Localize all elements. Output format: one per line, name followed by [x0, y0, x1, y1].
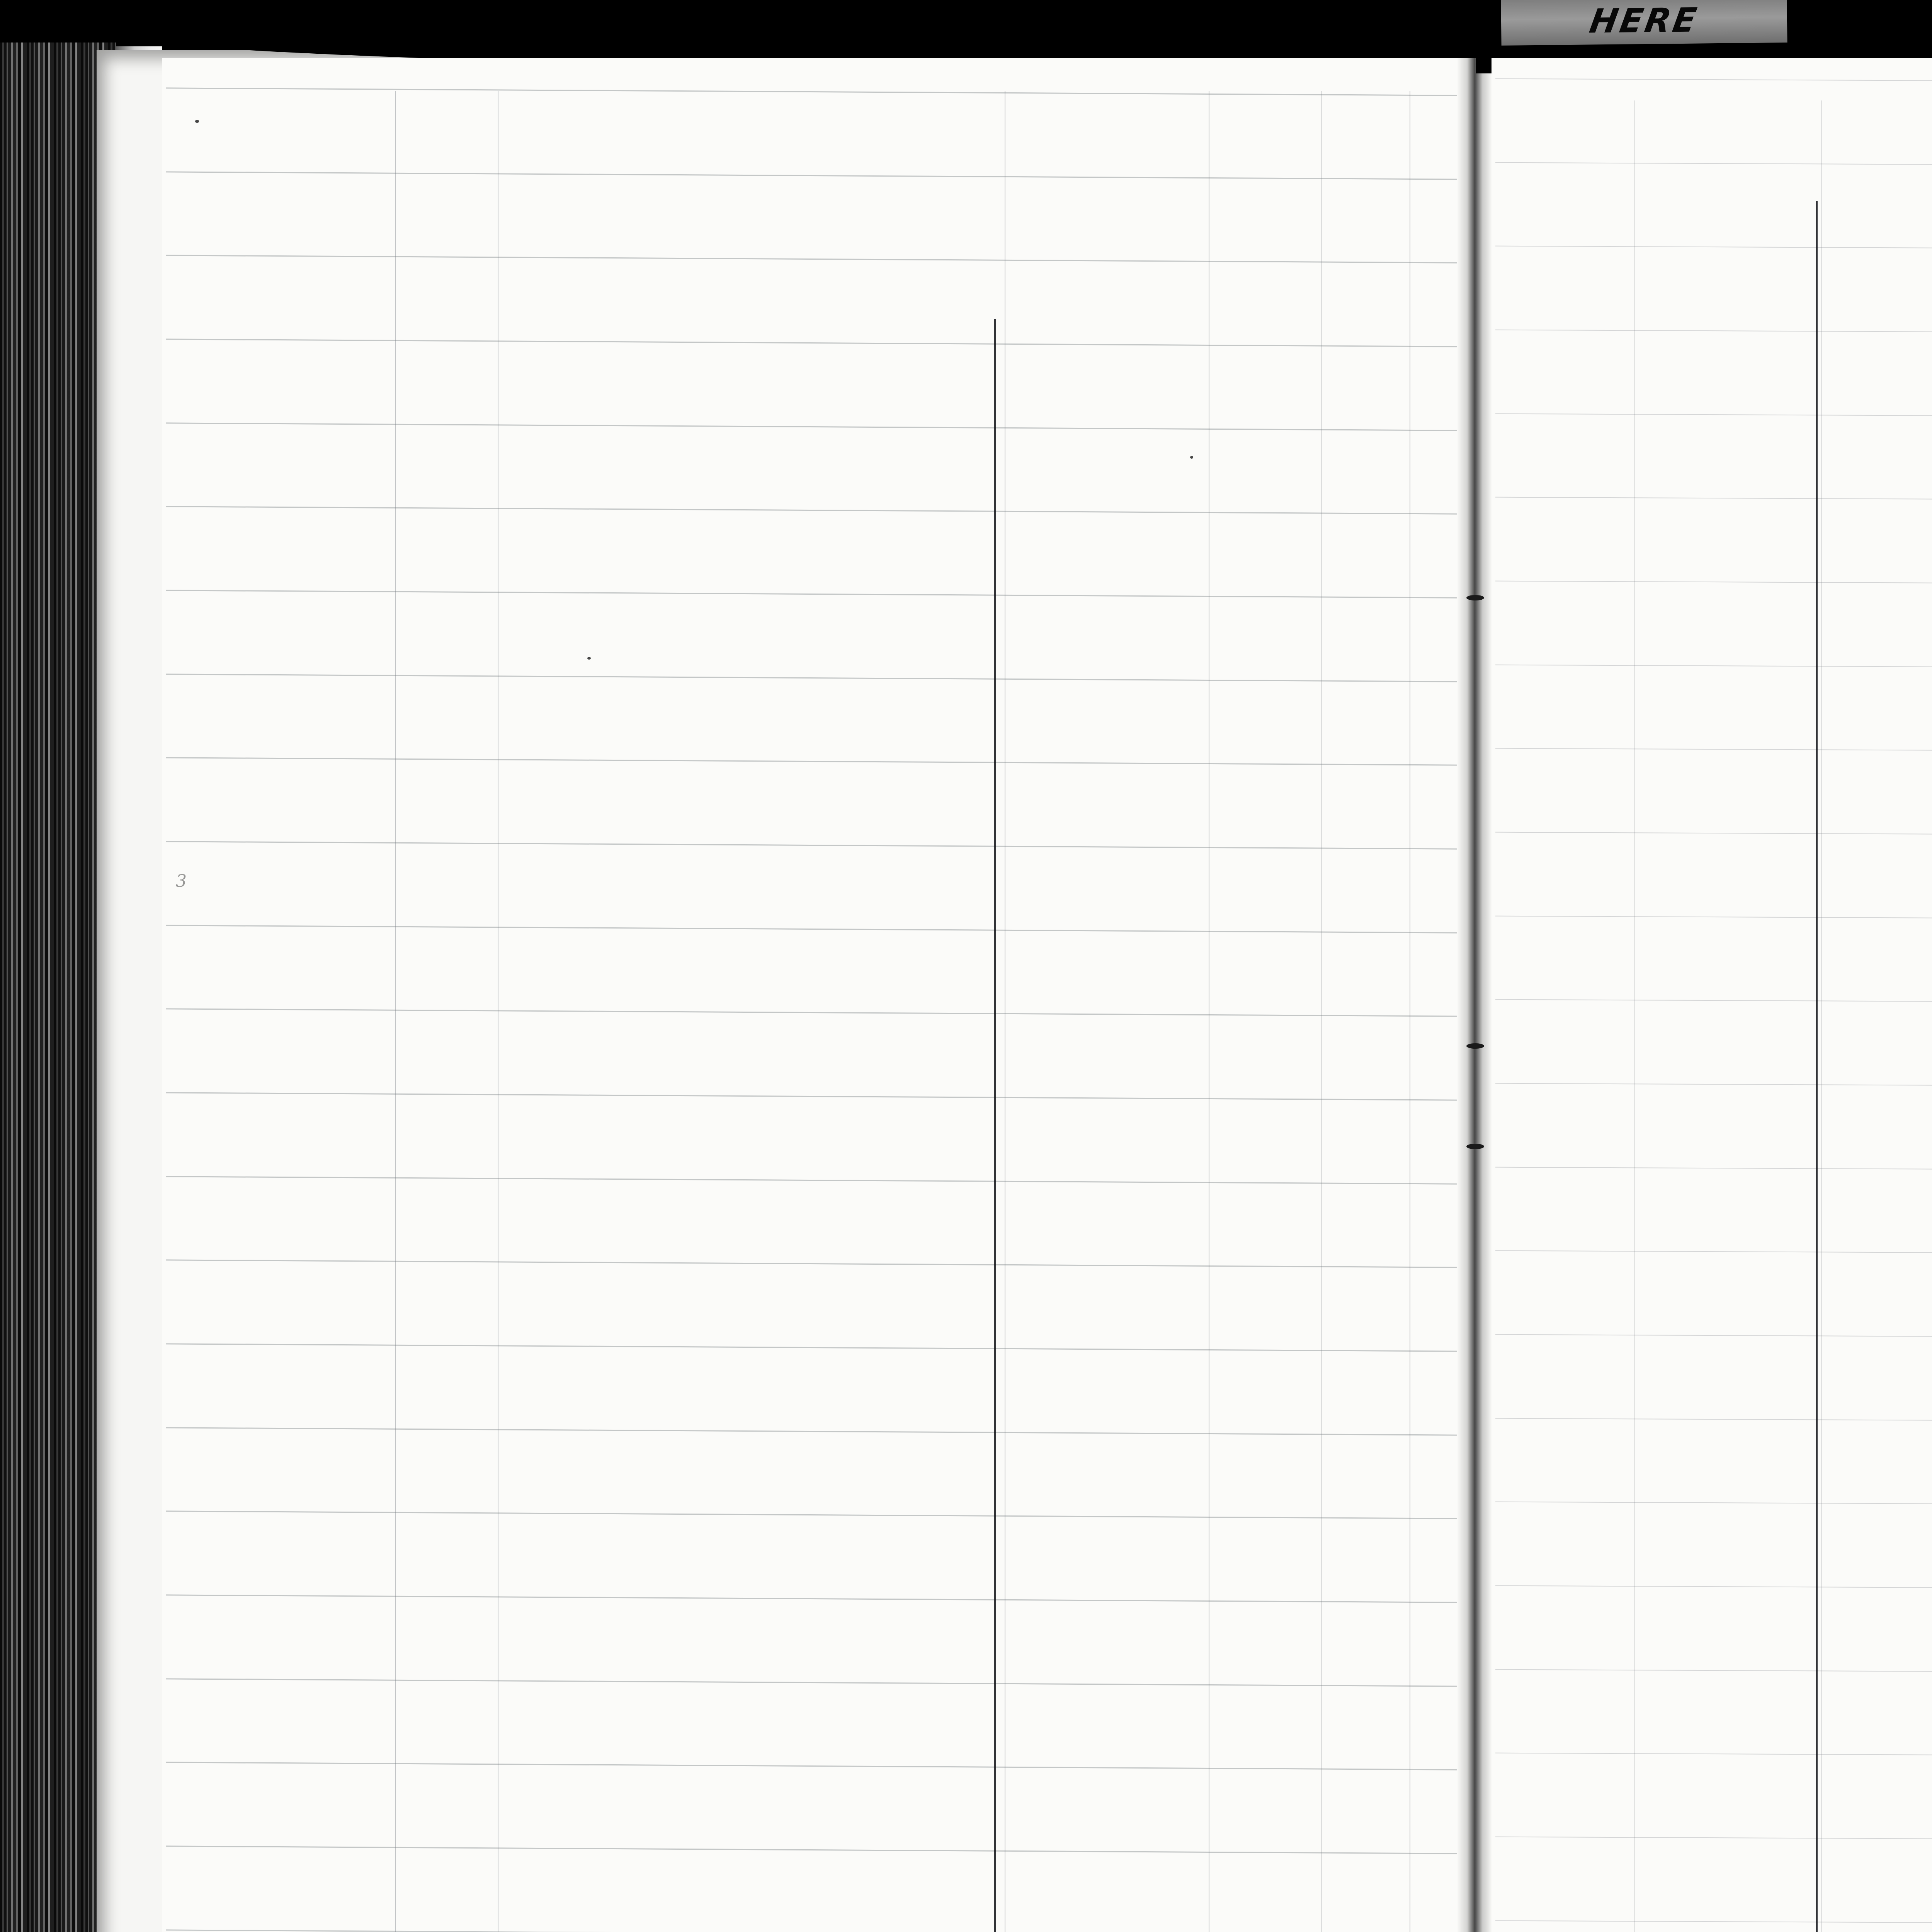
gutter-notch: [1466, 1043, 1484, 1049]
scan-fleck: [1190, 456, 1193, 459]
left-page: [162, 58, 1476, 1932]
margin-pencil-mark: 3: [176, 871, 187, 891]
scan-fleck: [587, 657, 591, 660]
scan-fleck: [195, 120, 199, 123]
book-gutter: [1457, 50, 1492, 1932]
column-rule: [994, 319, 996, 1932]
column-rule: [1321, 91, 1322, 1932]
here-marker-tab: HERE: [1501, 0, 1787, 46]
column-rule: [1816, 201, 1818, 1932]
gutter-notch: [1466, 595, 1484, 600]
gutter-notch: [1466, 1144, 1484, 1149]
right-page: [1492, 58, 1932, 1932]
here-label: HERE: [1587, 1, 1702, 41]
column-rule: [395, 91, 396, 1932]
